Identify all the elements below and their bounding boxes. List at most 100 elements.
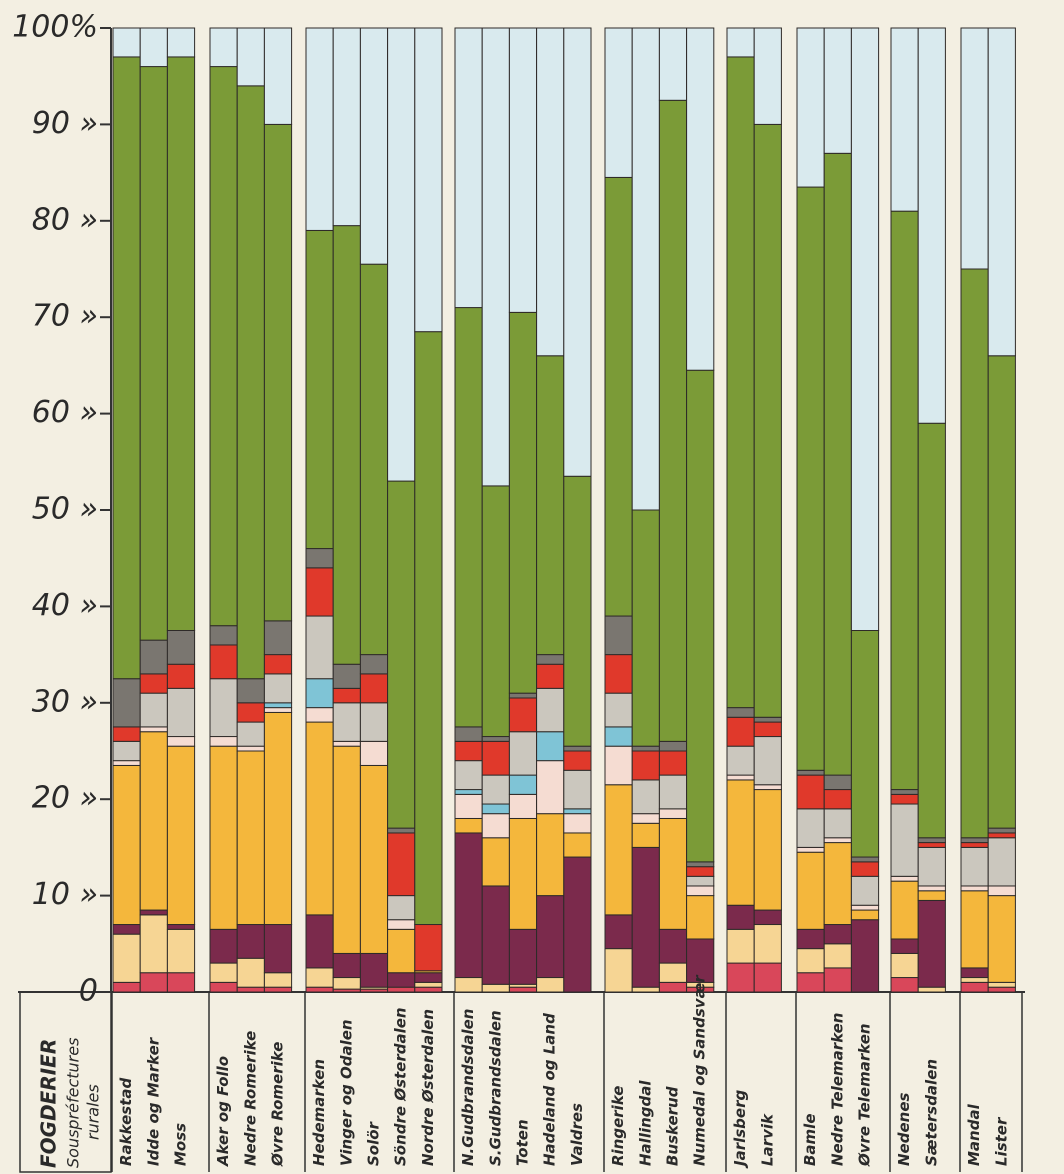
bar-segment bbox=[658, 817, 688, 930]
bar-segment bbox=[166, 56, 196, 632]
bar-segment bbox=[209, 928, 238, 964]
bar-segment bbox=[508, 731, 538, 776]
bar-segment bbox=[563, 832, 592, 858]
bar-segment bbox=[631, 779, 660, 815]
bar-segment bbox=[960, 27, 989, 270]
bar-segment bbox=[890, 793, 919, 805]
bar-segment bbox=[359, 702, 389, 742]
bar-segment bbox=[481, 813, 510, 839]
bar-segment bbox=[481, 803, 510, 815]
x-tick-label: Øvre Telemarken bbox=[856, 1023, 874, 1167]
bar-segment bbox=[508, 697, 538, 733]
bar-segment bbox=[263, 702, 293, 709]
bar-segment bbox=[112, 924, 141, 935]
bar-segment bbox=[536, 813, 565, 897]
bar-segment bbox=[726, 27, 755, 58]
bar-segment bbox=[166, 630, 196, 665]
bar-segment bbox=[753, 721, 782, 738]
bar-segment bbox=[850, 856, 880, 863]
bar-segment bbox=[796, 186, 825, 771]
bar-segment bbox=[305, 707, 334, 723]
bar-segment bbox=[563, 856, 592, 993]
bar-segment bbox=[263, 986, 293, 993]
x-tick-label: Nedenes bbox=[895, 1093, 913, 1166]
bar-segment bbox=[332, 745, 361, 954]
bar-segment bbox=[454, 726, 483, 742]
bar-segment bbox=[631, 986, 660, 993]
bar-segment bbox=[481, 885, 510, 985]
bar-segment bbox=[305, 721, 334, 916]
bar-segment bbox=[960, 837, 989, 844]
bar-segment bbox=[112, 760, 141, 766]
bar-segment bbox=[332, 952, 361, 979]
bar-segment bbox=[139, 731, 168, 911]
bar-segment bbox=[658, 740, 688, 752]
bar-segment bbox=[305, 615, 334, 680]
x-tick-label: Lister bbox=[992, 1116, 1010, 1166]
bar-segment bbox=[686, 866, 715, 877]
bar-segment bbox=[604, 176, 633, 617]
bar-segment bbox=[726, 707, 755, 718]
x-tick-label: Söndre Østerdalen bbox=[392, 1007, 410, 1166]
x-tick-label: Øvre Romerike bbox=[269, 1042, 287, 1167]
bar-segment bbox=[987, 895, 1016, 983]
x-tick-label: Hadeland og Land bbox=[541, 1013, 559, 1166]
bar-segment bbox=[753, 924, 782, 964]
bar-segment bbox=[890, 27, 919, 212]
bar-segment bbox=[796, 851, 825, 930]
bar-segment bbox=[890, 880, 919, 940]
bar-segment bbox=[823, 842, 852, 926]
bar-segment bbox=[166, 687, 196, 738]
bar-segment bbox=[166, 663, 196, 689]
bar-segment bbox=[454, 789, 483, 795]
bar-segment bbox=[263, 620, 293, 656]
y-tick-label: 20 » bbox=[32, 781, 98, 816]
bar-segment bbox=[726, 962, 755, 993]
bar-segment bbox=[332, 225, 361, 665]
bar-segment bbox=[481, 837, 510, 887]
bar-segment bbox=[726, 928, 755, 964]
bar-segment bbox=[139, 914, 168, 974]
bar-segment bbox=[359, 673, 389, 704]
bar-segment bbox=[536, 355, 565, 656]
bar-segment bbox=[686, 861, 715, 868]
bar-segment bbox=[658, 962, 688, 983]
y-tick-label: 90 » bbox=[32, 106, 98, 141]
bar-segment bbox=[454, 832, 483, 979]
y-tick-label: 30 » bbox=[32, 684, 98, 719]
x-tick-label: Sætersdalen bbox=[922, 1059, 940, 1166]
bar-segment bbox=[987, 986, 1016, 993]
bar-segment bbox=[481, 740, 510, 776]
bar-segment bbox=[236, 85, 265, 680]
bar-segment bbox=[890, 952, 919, 979]
bar-segment bbox=[658, 27, 688, 101]
bar-segment bbox=[726, 779, 755, 906]
bar-segment bbox=[359, 764, 389, 954]
bar-segment bbox=[686, 885, 715, 897]
bar-segment bbox=[604, 27, 633, 178]
bar-segment bbox=[686, 938, 715, 983]
bar-segment bbox=[631, 27, 660, 511]
bar-segment bbox=[563, 750, 592, 771]
x-label-sub: Souspréfectures bbox=[64, 1038, 83, 1168]
bar-segment bbox=[414, 986, 443, 993]
bar-segment bbox=[454, 793, 483, 819]
bar-segment bbox=[563, 808, 592, 815]
bar-segment bbox=[359, 654, 389, 675]
bar-segment bbox=[796, 972, 825, 993]
bar-segment bbox=[112, 740, 141, 762]
bar-segment bbox=[454, 760, 483, 791]
bar-segment bbox=[823, 152, 852, 776]
x-tick-label: S.Gudbrandsdalen bbox=[486, 1010, 504, 1166]
bar-segment bbox=[987, 981, 1016, 988]
bar-segment bbox=[796, 27, 825, 188]
bar-segment bbox=[917, 27, 946, 424]
x-label-sub: rurales bbox=[84, 1084, 103, 1140]
bar-segment bbox=[917, 986, 946, 993]
bar-segment bbox=[508, 774, 538, 795]
bar-segment bbox=[686, 27, 715, 371]
x-tick-label: Hedemarken bbox=[310, 1059, 328, 1166]
bar-segment bbox=[850, 27, 880, 631]
bar-segment bbox=[508, 27, 538, 313]
bar-segment bbox=[139, 639, 168, 675]
